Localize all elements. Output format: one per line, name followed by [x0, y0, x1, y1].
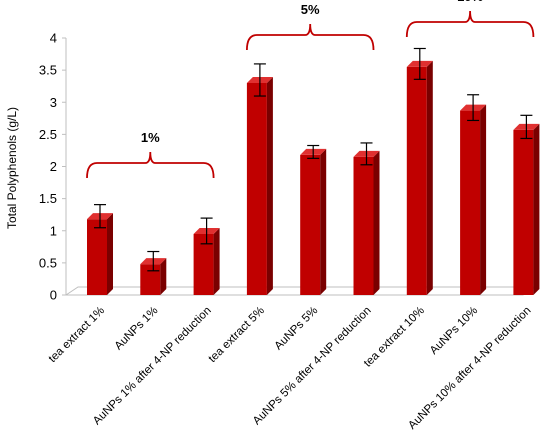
group-brackets: 1% 5% 10%: [86, 0, 535, 179]
y-axis-label: Total Polyphenols (g/L): [5, 107, 19, 229]
bar: [300, 148, 327, 295]
y-tick-label: 3.5: [39, 63, 57, 78]
error-bar: [520, 114, 533, 140]
group-label: 10%: [457, 0, 483, 4]
category-label: AuNPs 5% after 4-NP reduction: [251, 305, 374, 428]
error-bar: [253, 63, 266, 97]
y-tick-label: 4: [50, 31, 57, 46]
error-bar: [413, 47, 426, 80]
error-bar: [360, 142, 373, 166]
error-bar: [147, 250, 160, 272]
y-tick-label: 1.5: [39, 191, 57, 206]
y-tick-label: 1: [50, 223, 57, 238]
group-label: 1%: [141, 130, 160, 145]
category-label: AuNPs 5%: [273, 305, 321, 353]
bar: [513, 123, 540, 295]
bar: [353, 150, 380, 295]
group-bracket: 1%: [86, 130, 215, 179]
category-label: AuNPs 1% after 4-NP reduction: [91, 305, 214, 428]
category-labels: tea extract 1% AuNPs 1%AuNPs 1% after 4-N…: [47, 305, 534, 432]
y-axis: 0 0.5 1 1.5 2 2.5 3 3.5 4: [39, 31, 67, 303]
error-bar: [467, 94, 480, 122]
group-bracket: 5%: [246, 2, 375, 51]
y-tick-label: 0.5: [39, 255, 57, 270]
bar: [406, 60, 433, 295]
y-tick-label: 2.5: [39, 127, 57, 142]
category-label: AuNPs 1%: [113, 305, 161, 353]
error-bar: [307, 144, 320, 159]
y-tick-label: 3: [50, 95, 57, 110]
bar: [246, 76, 273, 295]
y-tick-label: 2: [50, 159, 57, 174]
error-bar: [94, 204, 106, 229]
y-tick-label: 0: [50, 288, 57, 303]
category-label: tea extract 5%: [207, 305, 267, 365]
error-bars: [94, 47, 533, 272]
bar: [87, 213, 113, 295]
error-bar: [200, 217, 213, 245]
bar: [460, 104, 487, 295]
category-label: AuNPs 10%: [428, 305, 480, 357]
group-label: 5%: [301, 2, 320, 17]
category-label: tea extract 1%: [47, 305, 107, 365]
group-bracket: 10%: [405, 0, 535, 38]
bars: [87, 60, 540, 295]
category-label: AuNPs 10% after 4-NP reduction: [406, 305, 533, 432]
